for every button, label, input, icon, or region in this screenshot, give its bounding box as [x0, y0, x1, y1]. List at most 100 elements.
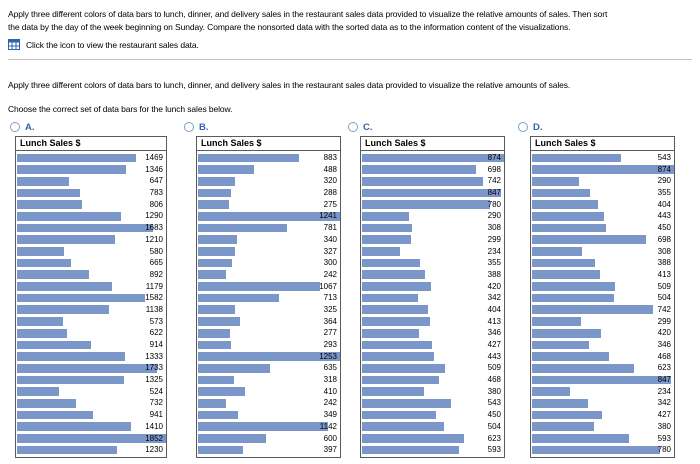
data-bar — [532, 223, 606, 233]
data-bar-row: 504 — [531, 292, 674, 304]
data-table-icon[interactable] — [8, 39, 20, 50]
data-bar — [17, 340, 92, 350]
table-c-header: Lunch Sales $ — [361, 137, 504, 151]
option-c-radio[interactable] — [348, 122, 358, 132]
data-bar-value: 543 — [487, 398, 501, 408]
data-bar-row: 524 — [16, 386, 166, 398]
data-bar-value: 580 — [149, 246, 163, 256]
option-b-radio[interactable] — [184, 122, 194, 132]
data-bar-value: 242 — [323, 269, 337, 279]
data-bar — [362, 223, 413, 233]
data-bar-row: 293 — [197, 339, 340, 351]
instruction-line-1: Apply three different colors of data bar… — [8, 9, 608, 19]
data-bar-row: 580 — [16, 246, 166, 258]
data-bar — [17, 352, 125, 361]
data-bar — [198, 200, 230, 209]
table-b-header: Lunch Sales $ — [197, 137, 340, 151]
data-bar-value: 288 — [323, 188, 337, 198]
data-bar — [532, 258, 596, 268]
data-bar-value: 293 — [323, 340, 337, 349]
data-bar-row: 1852 — [16, 433, 166, 445]
data-bar-row: 346 — [531, 339, 674, 351]
data-bar — [198, 188, 231, 198]
table-c-rows: 874 698 742 847 780 290 308 299 234 355 388 420 342 4… — [361, 151, 504, 457]
data-bar-row: 299 — [361, 234, 504, 246]
data-bar — [532, 398, 588, 408]
data-bar-value: 780 — [487, 199, 501, 209]
data-bar-row: 1210 — [16, 234, 166, 246]
data-bar-value: 443 — [657, 211, 671, 221]
data-bar-value: 1333 — [145, 351, 163, 361]
data-bar-row: 1138 — [16, 304, 166, 316]
data-bar-row: 635 — [197, 362, 340, 374]
data-bar-value: 349 — [323, 410, 337, 420]
data-bar-value: 1210 — [145, 234, 163, 244]
data-bar — [362, 305, 429, 315]
data-bar — [198, 211, 340, 221]
data-bar — [362, 352, 435, 361]
data-bar-row: 509 — [531, 281, 674, 293]
data-bar — [362, 328, 419, 338]
data-bar — [198, 223, 288, 233]
data-bar — [17, 200, 83, 209]
table-d-rows: 543 874 290 355 404 443 450 698 308 388 413 509 504 7… — [531, 151, 674, 457]
data-bar — [17, 317, 64, 326]
data-bar-value: 698 — [657, 234, 671, 244]
data-bar-value: 404 — [657, 199, 671, 209]
data-bar-value: 450 — [487, 410, 501, 420]
data-bar — [17, 445, 117, 455]
data-bar — [532, 188, 591, 198]
data-bar — [17, 188, 81, 198]
data-bar-value: 275 — [323, 199, 337, 209]
data-bar-row: 732 — [16, 397, 166, 409]
data-bar-row: 413 — [361, 316, 504, 328]
data-bar-row: 388 — [531, 257, 674, 269]
data-bar-value: 427 — [657, 410, 671, 420]
option-d-radio[interactable] — [518, 122, 528, 132]
data-bar — [532, 363, 634, 373]
data-bar-row: 593 — [531, 433, 674, 445]
section-divider — [8, 59, 692, 60]
data-bar-row: 364 — [197, 316, 340, 328]
data-bar — [17, 153, 136, 163]
data-bar — [17, 282, 113, 291]
data-bar — [17, 293, 146, 303]
data-bar — [17, 305, 110, 315]
data-bar-value: 593 — [657, 433, 671, 443]
data-bar-row: 504 — [361, 421, 504, 433]
option-b: B. Lunch Sales $ 883 488 320 288 275 1241 781 3… — [184, 121, 341, 458]
data-bar — [17, 165, 127, 174]
data-bar-value: 1410 — [145, 421, 163, 431]
data-bar-row: 1290 — [16, 210, 166, 222]
data-bar-value: 509 — [657, 281, 671, 291]
data-bar-row: 593 — [361, 444, 504, 456]
data-bar-value: 622 — [149, 328, 163, 338]
data-bar-value: 346 — [657, 340, 671, 349]
data-bar-value: 290 — [657, 176, 671, 186]
data-bar-value: 380 — [487, 386, 501, 396]
data-bar-row: 290 — [361, 210, 504, 222]
data-bar-row: 288 — [197, 187, 340, 199]
data-bar-row: 355 — [361, 257, 504, 269]
option-a-radio[interactable] — [10, 122, 20, 132]
data-bar-value: 277 — [323, 328, 337, 338]
data-bar — [198, 247, 236, 256]
data-bar-value: 1325 — [145, 375, 163, 385]
data-bar — [532, 434, 630, 443]
data-bar — [198, 153, 299, 163]
data-bar-row: 410 — [197, 386, 340, 398]
data-bar-value: 380 — [657, 421, 671, 431]
data-bar-value: 698 — [487, 164, 501, 174]
data-bar-row: 509 — [361, 362, 504, 374]
data-bar-row: 1067 — [197, 281, 340, 293]
data-bar-row: 1230 — [16, 444, 166, 456]
data-bar — [532, 387, 571, 396]
data-bar — [362, 270, 426, 280]
data-bar — [532, 247, 583, 256]
data-bar — [362, 165, 477, 174]
lunch-sales-table-d: Lunch Sales $ 543 874 290 355 404 443 450 698 30… — [530, 136, 675, 458]
data-bar-row: 914 — [16, 339, 166, 351]
data-bar-value: 732 — [149, 398, 163, 408]
data-bar — [198, 445, 244, 455]
data-bar-row: 342 — [361, 292, 504, 304]
